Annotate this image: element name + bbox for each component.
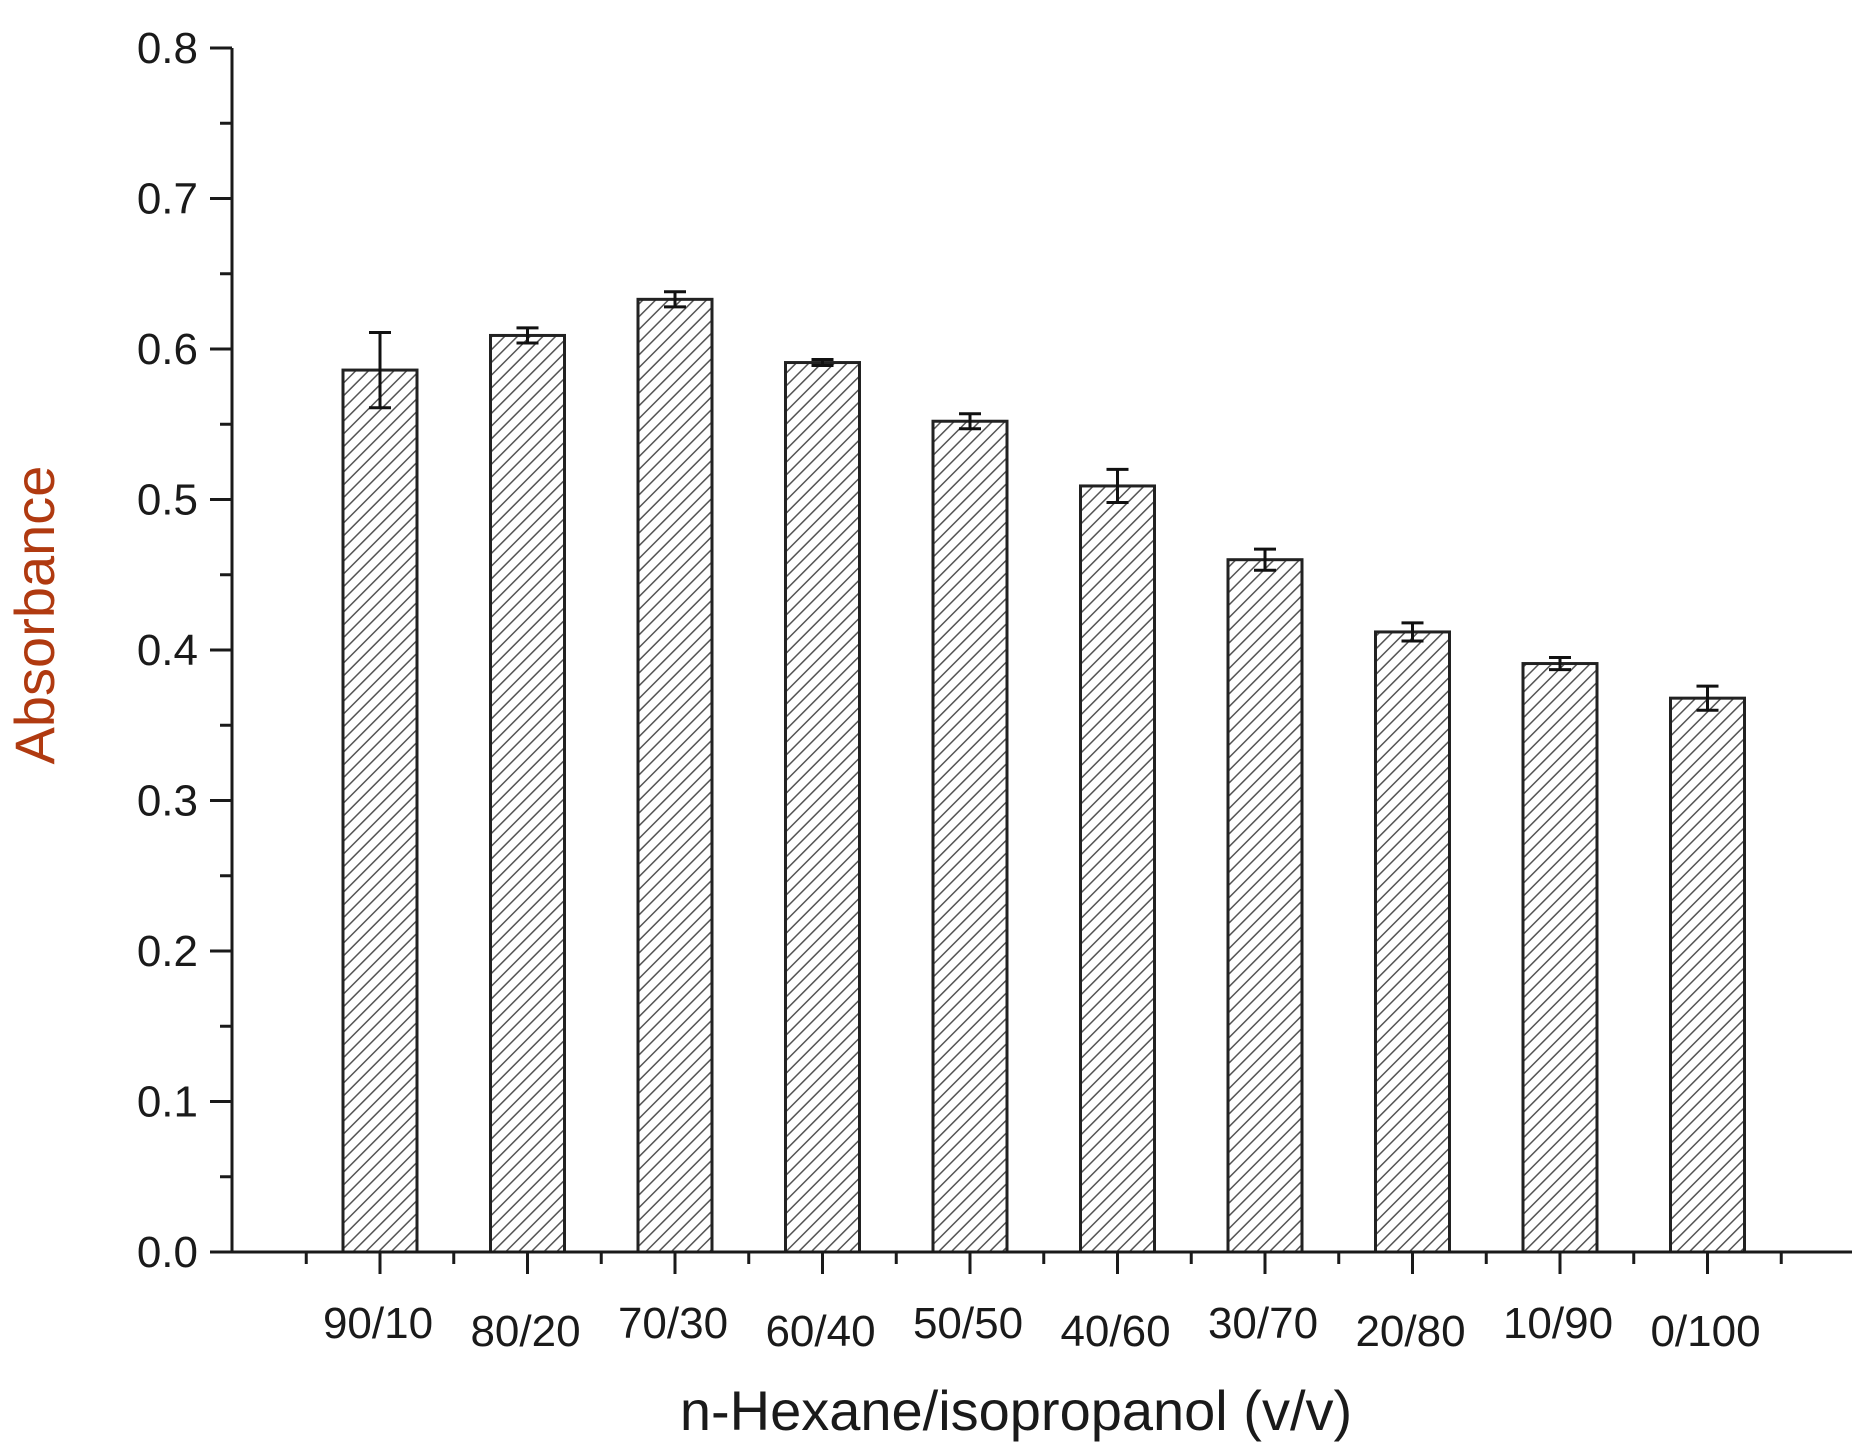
bar (1521, 662, 1599, 1254)
bar (931, 419, 1009, 1254)
y-tick-label: 0.1 (137, 1078, 198, 1127)
bar (636, 297, 714, 1254)
y-tick-label: 0.5 (137, 476, 198, 525)
bar (341, 368, 419, 1254)
bar (1079, 484, 1156, 1254)
bar (1226, 558, 1304, 1254)
x-axis: 90/10 80/20 70/30 60/40 50/50 40/60 30/70 20/80… (232, 1250, 1852, 1356)
x-tick-label: 30/70 (1208, 1299, 1318, 1348)
error-bars-group (369, 290, 1719, 712)
y-tick-label: 0.7 (137, 175, 198, 224)
y-axis: 0.0 0.1 0.2 0.3 0.4 0.5 0.6 0.7 0.8 (137, 24, 234, 1277)
y-ticks: 0.0 0.1 0.2 0.3 0.4 0.5 0.6 0.7 0.8 (137, 24, 232, 1277)
y-tick-label: 0.6 (137, 325, 198, 374)
bar (1669, 696, 1746, 1254)
x-tick-label: 0/100 (1650, 1307, 1760, 1356)
x-tick-label: 40/60 (1060, 1307, 1170, 1356)
bars-group (341, 297, 1746, 1254)
bar (489, 333, 566, 1254)
y-axis-title: Absorbance (3, 466, 66, 765)
y-tick-label: 0.8 (137, 24, 198, 73)
y-tick-label: 0.2 (137, 927, 198, 976)
y-tick-label: 0.3 (137, 777, 198, 826)
x-tick-label: 90/10 (323, 1299, 433, 1348)
y-tick-label: 0.0 (137, 1228, 198, 1277)
x-axis-title: n-Hexane/isopropanol (v/v) (680, 1379, 1352, 1442)
x-tick-label: 50/50 (913, 1299, 1023, 1348)
x-ticks: 90/10 80/20 70/30 60/40 50/50 40/60 30/70 20/80… (304, 1252, 1783, 1356)
bar (784, 361, 861, 1254)
bar (1374, 630, 1451, 1254)
x-tick-label: 60/40 (765, 1307, 875, 1356)
x-tick-label: 70/30 (618, 1299, 728, 1348)
x-tick-label: 10/90 (1503, 1299, 1613, 1348)
x-tick-label: 20/80 (1355, 1307, 1465, 1356)
y-tick-label: 0.4 (137, 626, 198, 675)
x-tick-label: 80/20 (470, 1307, 580, 1356)
